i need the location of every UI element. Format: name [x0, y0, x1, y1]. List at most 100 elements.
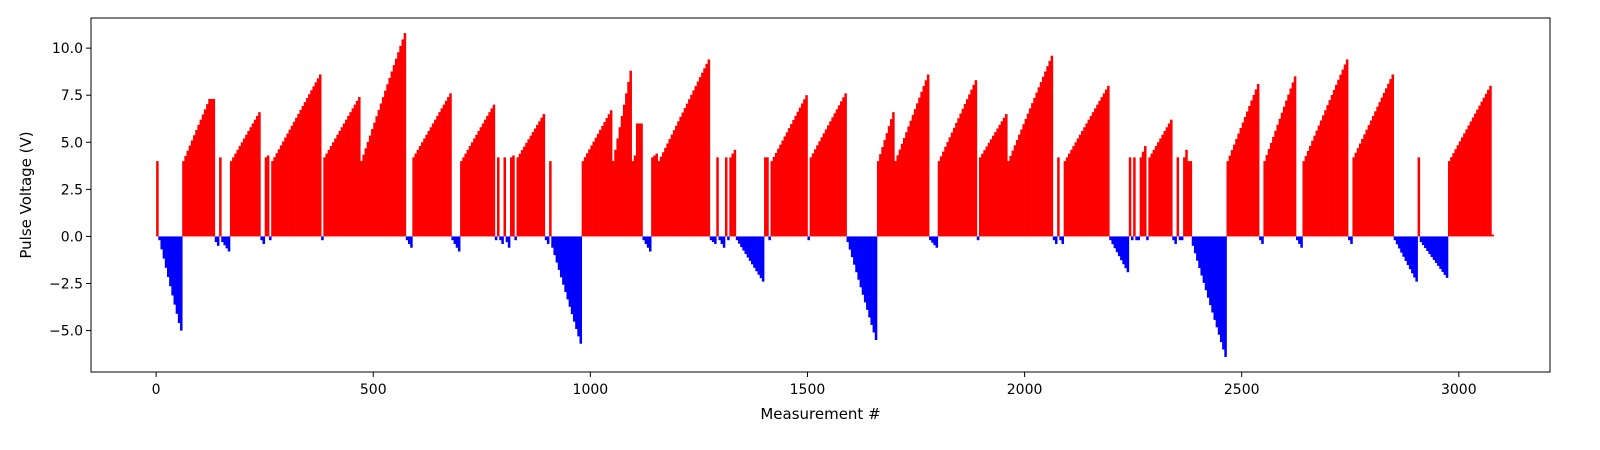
bar	[848, 236, 852, 250]
bar	[716, 157, 719, 237]
bar	[470, 142, 474, 237]
bar	[1322, 115, 1325, 237]
bar	[479, 127, 483, 237]
bar	[631, 161, 635, 237]
bar	[1282, 106, 1286, 237]
bar	[1250, 100, 1253, 237]
bar	[853, 236, 856, 265]
bar	[210, 98, 213, 237]
bar	[562, 236, 565, 285]
bar	[1150, 153, 1154, 237]
bar	[1337, 79, 1340, 237]
bar	[416, 149, 420, 237]
bar	[1174, 236, 1177, 244]
bar	[1354, 152, 1358, 237]
bar	[1178, 236, 1182, 241]
bar	[1343, 64, 1347, 237]
bar	[1243, 116, 1247, 237]
bar	[540, 117, 543, 237]
y-axis-ticks: −5.0 −2.5 0.0 2.5 5.0 7.5 10.0	[49, 41, 91, 340]
bar	[1454, 149, 1457, 237]
bar	[746, 236, 750, 258]
bar	[1189, 161, 1193, 237]
bar	[1413, 236, 1416, 278]
bar	[1293, 76, 1297, 237]
bar	[992, 135, 995, 237]
bar	[933, 236, 936, 246]
bar	[1304, 156, 1308, 237]
bar	[694, 85, 698, 237]
bar	[983, 150, 986, 237]
bar	[1408, 236, 1412, 270]
bar	[1196, 236, 1199, 261]
bar	[820, 137, 824, 237]
plot-frame	[90, 17, 1551, 373]
bar	[1009, 155, 1012, 237]
bar	[1239, 128, 1243, 237]
bar	[590, 145, 593, 237]
bar	[273, 157, 276, 237]
bar	[1033, 97, 1036, 237]
bar	[922, 86, 926, 237]
bar	[1113, 236, 1117, 249]
bar	[1091, 112, 1095, 237]
bar	[701, 72, 704, 237]
bar	[965, 99, 969, 237]
bar	[642, 236, 645, 241]
bar	[1330, 95, 1334, 237]
bar	[950, 132, 954, 237]
bar	[529, 135, 533, 237]
bar	[355, 100, 359, 237]
bar	[175, 236, 179, 314]
bar	[284, 137, 287, 237]
bar	[857, 236, 860, 280]
bar	[1126, 236, 1130, 273]
bar	[555, 236, 559, 263]
bar	[483, 119, 487, 237]
y-tick-label: 5.0	[61, 135, 83, 151]
bar	[481, 123, 485, 237]
bar	[546, 236, 550, 244]
bar	[538, 121, 541, 237]
bar	[1005, 114, 1008, 237]
bar	[190, 140, 194, 237]
x-tick-label: 2500	[1224, 382, 1260, 398]
bar	[1387, 83, 1390, 237]
bar	[657, 161, 661, 237]
bar	[655, 153, 659, 237]
bar	[266, 155, 270, 237]
bar	[785, 132, 789, 237]
bar	[305, 98, 309, 237]
bar	[759, 236, 763, 279]
bar	[1302, 161, 1306, 237]
bar	[164, 236, 168, 268]
bar	[1235, 139, 1238, 237]
bar	[733, 149, 737, 237]
bar	[256, 115, 259, 237]
bar	[885, 133, 889, 237]
bar	[1085, 123, 1088, 237]
bar	[861, 236, 865, 295]
bar	[362, 154, 365, 237]
bar	[757, 236, 761, 275]
bar	[1484, 93, 1488, 237]
bar	[564, 236, 567, 293]
bar	[744, 236, 748, 254]
bar	[1139, 157, 1143, 237]
bar	[781, 140, 784, 237]
bar	[180, 236, 183, 331]
bar	[929, 236, 932, 241]
bar	[1094, 108, 1097, 237]
bar	[1289, 88, 1292, 237]
bar	[1463, 133, 1466, 237]
bar	[1276, 124, 1279, 237]
bar	[612, 161, 615, 237]
bar	[1068, 153, 1071, 237]
bar	[525, 142, 528, 237]
bar	[627, 82, 630, 237]
bar	[926, 74, 930, 237]
bar	[1102, 93, 1106, 237]
bar	[818, 141, 821, 237]
x-tick-label: 500	[360, 382, 387, 398]
